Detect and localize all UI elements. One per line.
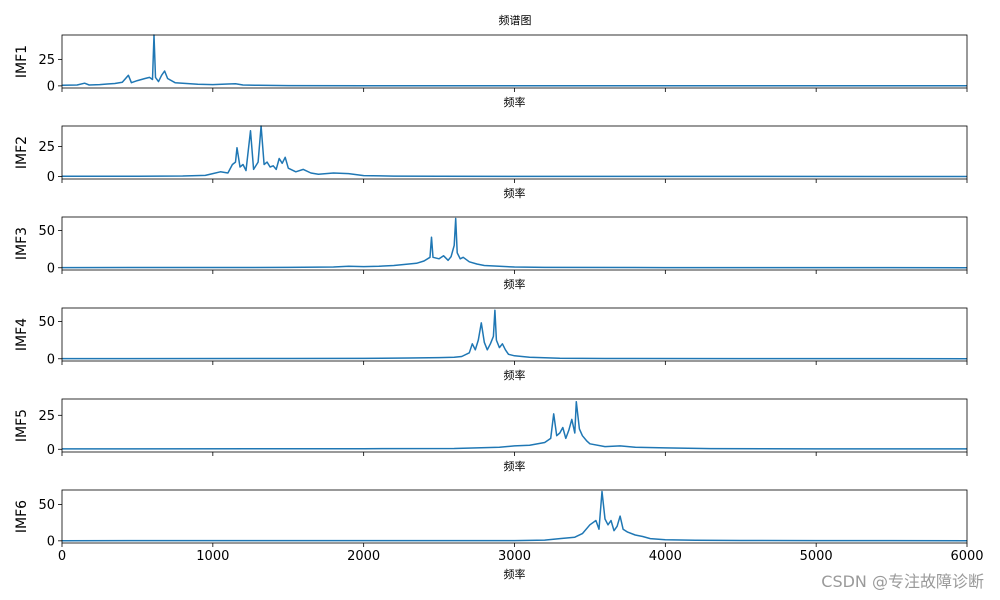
- y-tick-label: 50: [38, 315, 55, 330]
- y-tick-label: 0: [47, 534, 55, 549]
- y-tick-label: 0: [47, 261, 55, 276]
- chart-title: 频谱图: [499, 13, 532, 27]
- panel-4-ylabel: IMF4: [14, 318, 30, 351]
- panel-6-frame: [61, 489, 968, 544]
- panel-4-xlabel: 频率: [504, 368, 526, 382]
- y-tick-label: 50: [38, 224, 55, 239]
- panel-6-xlabel: 频率: [504, 567, 526, 581]
- panel-1-series-line-1: [61, 34, 967, 87]
- panel-1-frame: [61, 34, 968, 89]
- y-tick-label: 0: [47, 352, 55, 367]
- panel-3-series-line-1: [61, 217, 968, 269]
- panel-6-series-line-1: [61, 490, 968, 542]
- x-tick-label: 3000: [498, 549, 531, 564]
- panel-5-xlabel: 频率: [504, 459, 526, 473]
- panel-3: 0 50 IMF3 频率: [14, 216, 968, 291]
- watermark: CSDN @专注故障诊断: [821, 572, 984, 591]
- panel-1-ylabel: IMF1: [14, 45, 30, 78]
- x-tick-label: 6000: [950, 549, 983, 564]
- panel-2-frame: [61, 125, 968, 180]
- panel-4-frame: [61, 307, 968, 362]
- panel-3-frame: [61, 216, 968, 271]
- x-tick-label: 1000: [196, 549, 229, 564]
- panel-6-ylabel: IMF6: [14, 500, 30, 533]
- panel-5-ylabel: IMF5: [14, 409, 30, 442]
- panel-2-series-line-1: [61, 125, 968, 178]
- panel-4-series-line-1: [61, 309, 968, 360]
- y-tick-label: 25: [38, 140, 55, 155]
- y-tick-label: 0: [47, 79, 55, 94]
- panels: 0 25 IMF1 频率 0 25 IMF2 频率 0 50 IMF3 频率 0 50 IMF4 频率 0 25 I…: [14, 34, 984, 581]
- x-tick-label: 2000: [347, 549, 380, 564]
- y-tick-label: 50: [38, 498, 55, 513]
- panel-3-xlabel: 频率: [504, 277, 526, 291]
- panel-2: 0 25 IMF2 频率: [14, 125, 968, 200]
- panel-5-series-line-1: [61, 400, 967, 450]
- panel-1-xlabel: 频率: [504, 95, 526, 109]
- panel-2-ylabel: IMF2: [14, 136, 30, 169]
- x-tick-label: 5000: [800, 549, 833, 564]
- panel-4: 0 50 IMF4 频率: [14, 307, 968, 382]
- panel-5: 0 25 IMF5 频率: [14, 398, 968, 473]
- panel-3-ylabel: IMF3: [14, 227, 30, 260]
- x-tick-label: 0: [58, 549, 66, 564]
- y-tick-label: 0: [47, 170, 55, 185]
- panel-5-frame: [61, 398, 968, 453]
- y-tick-label: 25: [38, 409, 55, 424]
- panel-2-xlabel: 频率: [504, 186, 526, 200]
- y-tick-label: 25: [38, 53, 55, 68]
- y-tick-label: 0: [47, 443, 55, 458]
- x-tick-label: 4000: [649, 549, 682, 564]
- panel-1: 0 25 IMF1 频率: [14, 34, 968, 109]
